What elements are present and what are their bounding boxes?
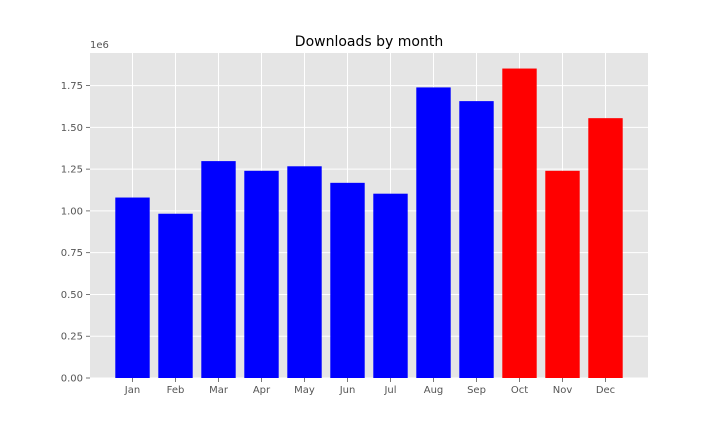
x-tick-label: May bbox=[294, 385, 315, 396]
x-tick-label: Jun bbox=[339, 385, 356, 396]
x-tick-label: Feb bbox=[167, 385, 185, 396]
bars bbox=[115, 68, 623, 379]
x-axis-ticks: Jan Feb Mar Apr May Jun Jul Aug Sep Oct Nov Dec bbox=[124, 378, 615, 396]
bar-jan bbox=[115, 197, 150, 378]
bar-oct bbox=[502, 68, 537, 378]
y-tick-label: 1.75 bbox=[61, 81, 83, 92]
x-tick-label: Mar bbox=[209, 385, 229, 396]
bar-mar bbox=[201, 161, 236, 378]
y-tick-label: 0.00 bbox=[61, 374, 83, 385]
x-tick-label: Apr bbox=[253, 385, 271, 396]
x-tick-label: Dec bbox=[596, 385, 615, 396]
y-tick-label: 1.50 bbox=[61, 123, 83, 134]
x-tick-label: Aug bbox=[424, 385, 444, 396]
y-tick-label: 0.25 bbox=[61, 332, 83, 343]
x-tick-label: Nov bbox=[553, 385, 573, 396]
bar-nov bbox=[545, 170, 580, 378]
chart-title: Downloads by month bbox=[295, 34, 443, 50]
bar-dec bbox=[588, 118, 623, 379]
x-tick-label: Oct bbox=[511, 385, 528, 396]
y-tick-label: 1.25 bbox=[61, 165, 83, 176]
x-tick-label: Sep bbox=[467, 385, 486, 396]
bar-jul bbox=[373, 193, 408, 378]
x-tick-label: Jan bbox=[124, 385, 140, 396]
y-axis-multiplier: 1e6 bbox=[90, 40, 109, 51]
bar-apr bbox=[244, 170, 279, 378]
y-tick-label: 1.00 bbox=[61, 206, 83, 217]
bar-feb bbox=[158, 213, 193, 378]
x-tick-label: Jul bbox=[383, 385, 396, 396]
bar-jun bbox=[330, 182, 365, 378]
bar-sep bbox=[459, 101, 494, 379]
y-tick-label: 0.50 bbox=[61, 290, 83, 301]
y-tick-label: 0.75 bbox=[61, 248, 83, 259]
bar-aug bbox=[416, 87, 451, 378]
bar-may bbox=[287, 166, 322, 378]
y-axis-ticks: 0.00 0.25 0.50 0.75 1.00 1.25 1.50 1.75 bbox=[61, 81, 90, 385]
